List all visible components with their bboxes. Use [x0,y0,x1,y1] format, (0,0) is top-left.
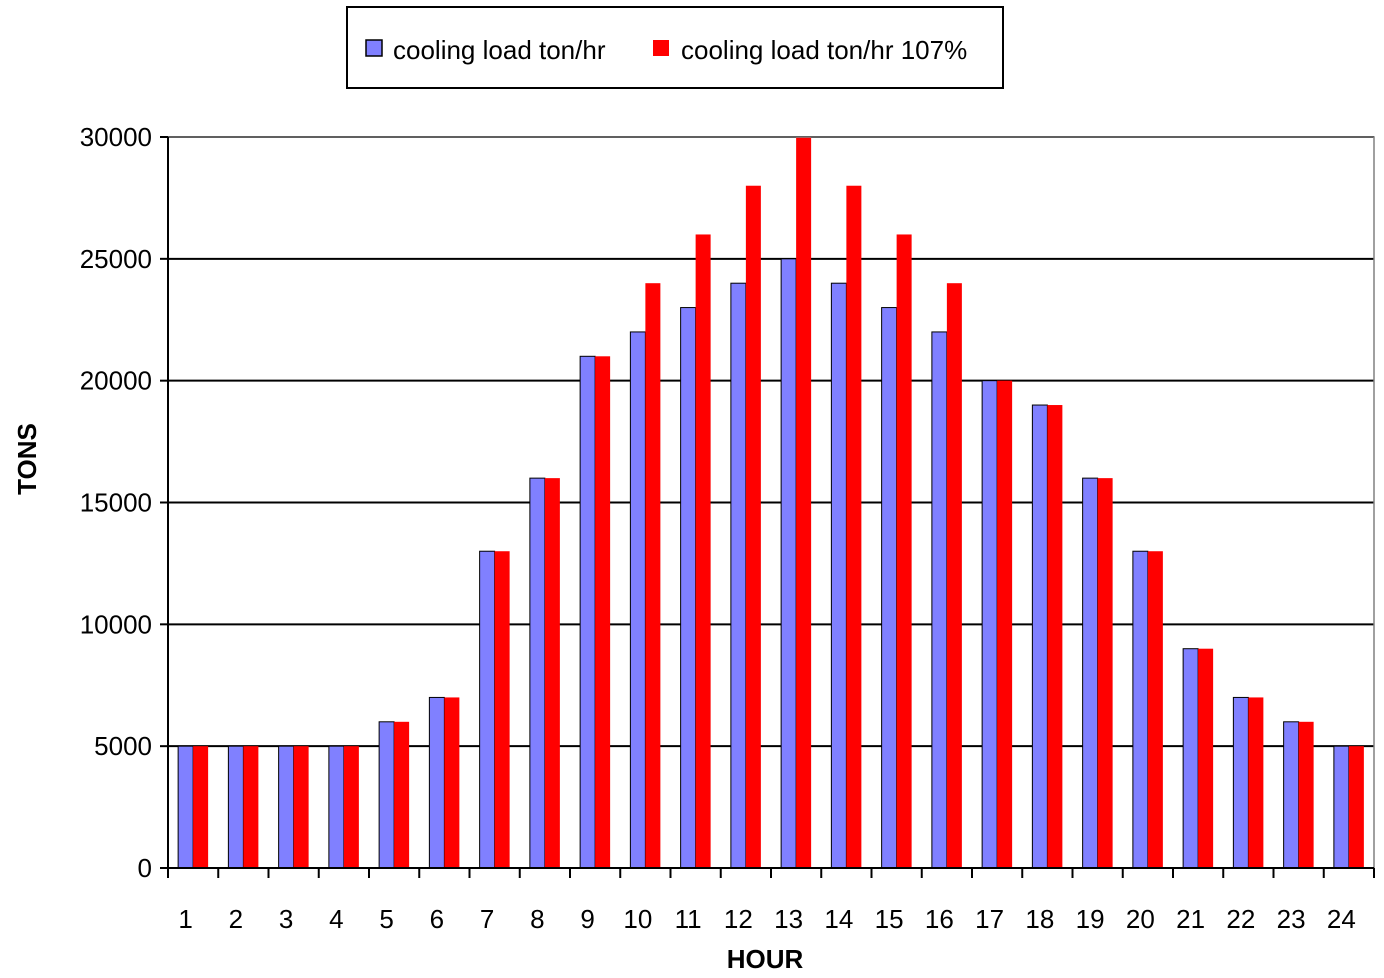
bar-series-2-hour-3 [293,746,309,868]
x-tick-label: 9 [580,904,594,934]
bar-series-2-hour-21 [1198,648,1214,868]
bar-series-1-hour-7 [479,550,496,869]
y-axis-title: TONS [12,423,42,495]
legend-label-series-1: cooling load ton/hr [393,35,606,65]
bar-series-1-hour-15 [881,307,898,869]
axes [160,136,1375,878]
x-tick-label: 16 [925,904,954,934]
bar-series-2-hour-22 [1248,697,1264,868]
bar-series-2-hour-8 [544,478,560,868]
bar-series-2-hour-11 [695,234,711,868]
bar-series-2-hour-2 [243,746,259,868]
x-tick-label: 19 [1076,904,1105,934]
bar-series-1-hour-14 [830,282,847,869]
x-tick-label: 23 [1277,904,1306,934]
x-tick-label: 15 [875,904,904,934]
bar-series-2-hour-14 [846,185,862,868]
bar-series-1-hour-22 [1232,696,1249,869]
x-tick-label: 6 [430,904,444,934]
x-tick-label: 13 [774,904,803,934]
bar-series-2-hour-1 [193,746,209,868]
legend-swatch-series-2 [653,40,669,56]
x-tick-label: 22 [1226,904,1255,934]
x-tick-label: 10 [623,904,652,934]
legend-label-series-2: cooling load ton/hr 107% [681,35,967,65]
x-tick-label: 5 [379,904,393,934]
bar-series-1-hour-12 [730,282,747,869]
x-tick-label: 20 [1126,904,1155,934]
bar-series-2-hour-18 [1047,405,1063,868]
bar-series-2-hour-16 [946,283,962,868]
y-tick-label: 20000 [80,366,152,396]
bar-series-1-hour-16 [931,331,948,869]
bar-series-1-hour-5 [378,721,395,869]
legend: cooling load ton/hr cooling load ton/hr … [346,6,1004,89]
x-tick-label: 24 [1327,904,1356,934]
bars [177,137,1364,869]
x-tick-label: 12 [724,904,753,934]
x-tick-label: 14 [824,904,853,934]
x-tick-label: 3 [279,904,293,934]
x-tick-label: 8 [530,904,544,934]
y-tick-label: 0 [138,853,152,883]
bar-series-1-hour-4 [328,745,345,869]
x-tick-label: 4 [329,904,343,934]
bar-series-1-hour-13 [780,258,797,869]
x-axis-title: HOUR [727,944,804,974]
y-tick-label: 5000 [94,731,152,761]
legend-box [346,6,1004,89]
bar-series-2-hour-23 [1298,721,1314,868]
x-tick-label: 7 [480,904,494,934]
bar-series-1-hour-17 [981,380,998,869]
bar-series-1-hour-20 [1132,550,1149,869]
x-tick-label: 17 [975,904,1004,934]
bar-series-2-hour-10 [645,283,661,868]
bar-series-1-hour-18 [1031,404,1048,869]
bar-series-1-hour-10 [629,331,646,869]
x-tick-label: 21 [1176,904,1205,934]
bar-series-1-hour-24 [1333,745,1350,869]
bar-series-2-hour-20 [1147,551,1163,868]
bar-series-2-hour-9 [595,356,611,868]
bar-series-2-hour-13 [796,137,812,868]
bar-series-2-hour-6 [444,697,460,868]
x-tick-labels: 1 2 3 4 5 6 7 8 9 10 11 12 13 14 15 16 17 18 19 20 21 22 23 24 [178,904,1355,934]
bar-series-2-hour-12 [745,185,761,868]
bar-series-2-hour-17 [997,380,1013,868]
bar-series-1-hour-8 [529,477,546,869]
bar-series-1-hour-19 [1082,477,1099,869]
bar-series-2-hour-4 [343,746,359,868]
x-tick-label: 11 [675,904,702,934]
bar-series-1-hour-9 [579,355,596,869]
bar-series-1-hour-6 [428,696,445,869]
y-tick-label: 10000 [80,609,152,639]
bar-series-1-hour-21 [1182,648,1199,869]
y-tick-label: 30000 [80,122,152,152]
y-tick-label: 25000 [80,244,152,274]
x-tick-label: 2 [229,904,243,934]
legend-swatch-series-1 [365,39,383,57]
bar-series-2-hour-19 [1097,478,1113,868]
bar-series-1-hour-11 [680,307,697,869]
bar-series-2-hour-5 [394,721,410,868]
bar-series-1-hour-3 [278,745,295,869]
bar-series-1-hour-23 [1283,721,1300,869]
bar-series-1-hour-2 [227,745,244,869]
x-tick-label: 18 [1025,904,1054,934]
bar-series-1-hour-1 [177,745,194,869]
x-tick-label: 1 [178,904,192,934]
bar-series-2-hour-24 [1348,746,1364,868]
y-tick-label: 15000 [80,488,152,518]
bar-series-2-hour-15 [896,234,912,868]
bar-series-2-hour-7 [494,551,510,868]
y-tick-labels: 0 5000 10000 15000 20000 25000 30000 [80,122,152,883]
